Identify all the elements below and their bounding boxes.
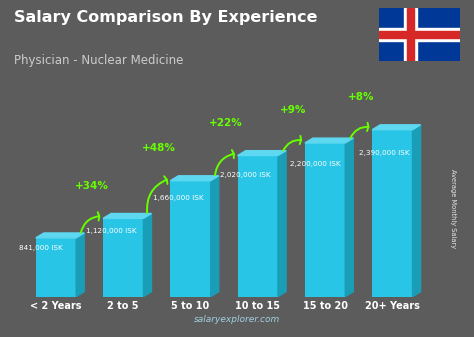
- Text: +48%: +48%: [142, 143, 176, 153]
- Bar: [305, 143, 345, 297]
- Polygon shape: [305, 138, 353, 143]
- Text: 1,660,000 ISK: 1,660,000 ISK: [153, 194, 204, 201]
- Text: 2,200,000 ISK: 2,200,000 ISK: [290, 161, 340, 167]
- Bar: [103, 218, 144, 297]
- Bar: [379, 31, 460, 38]
- Text: +34%: +34%: [75, 181, 109, 190]
- Polygon shape: [237, 151, 286, 156]
- Text: 2,390,000 ISK: 2,390,000 ISK: [359, 150, 410, 156]
- Bar: [379, 28, 460, 41]
- Polygon shape: [345, 138, 353, 297]
- Text: +9%: +9%: [280, 105, 307, 115]
- Text: +22%: +22%: [210, 118, 243, 128]
- Text: 841,000 ISK: 841,000 ISK: [19, 245, 63, 251]
- Polygon shape: [372, 125, 420, 130]
- Text: Physician - Nuclear Medicine: Physician - Nuclear Medicine: [14, 54, 183, 67]
- Polygon shape: [76, 233, 84, 297]
- Polygon shape: [170, 176, 219, 181]
- Bar: [237, 156, 278, 297]
- Text: Salary Comparison By Experience: Salary Comparison By Experience: [14, 10, 318, 25]
- Text: 1,120,000 ISK: 1,120,000 ISK: [86, 228, 137, 234]
- Bar: [404, 8, 417, 61]
- Polygon shape: [412, 125, 420, 297]
- Text: salaryexplorer.com: salaryexplorer.com: [194, 314, 280, 324]
- Bar: [170, 181, 211, 297]
- Text: 2,020,000 ISK: 2,020,000 ISK: [220, 173, 271, 179]
- Text: +8%: +8%: [347, 92, 374, 102]
- Bar: [407, 8, 414, 61]
- Polygon shape: [36, 233, 84, 238]
- Polygon shape: [211, 176, 219, 297]
- Bar: [372, 130, 412, 297]
- Polygon shape: [278, 151, 286, 297]
- Text: Average Monthly Salary: Average Monthly Salary: [450, 170, 456, 248]
- Polygon shape: [103, 214, 152, 218]
- Polygon shape: [144, 214, 152, 297]
- Bar: [36, 238, 76, 297]
